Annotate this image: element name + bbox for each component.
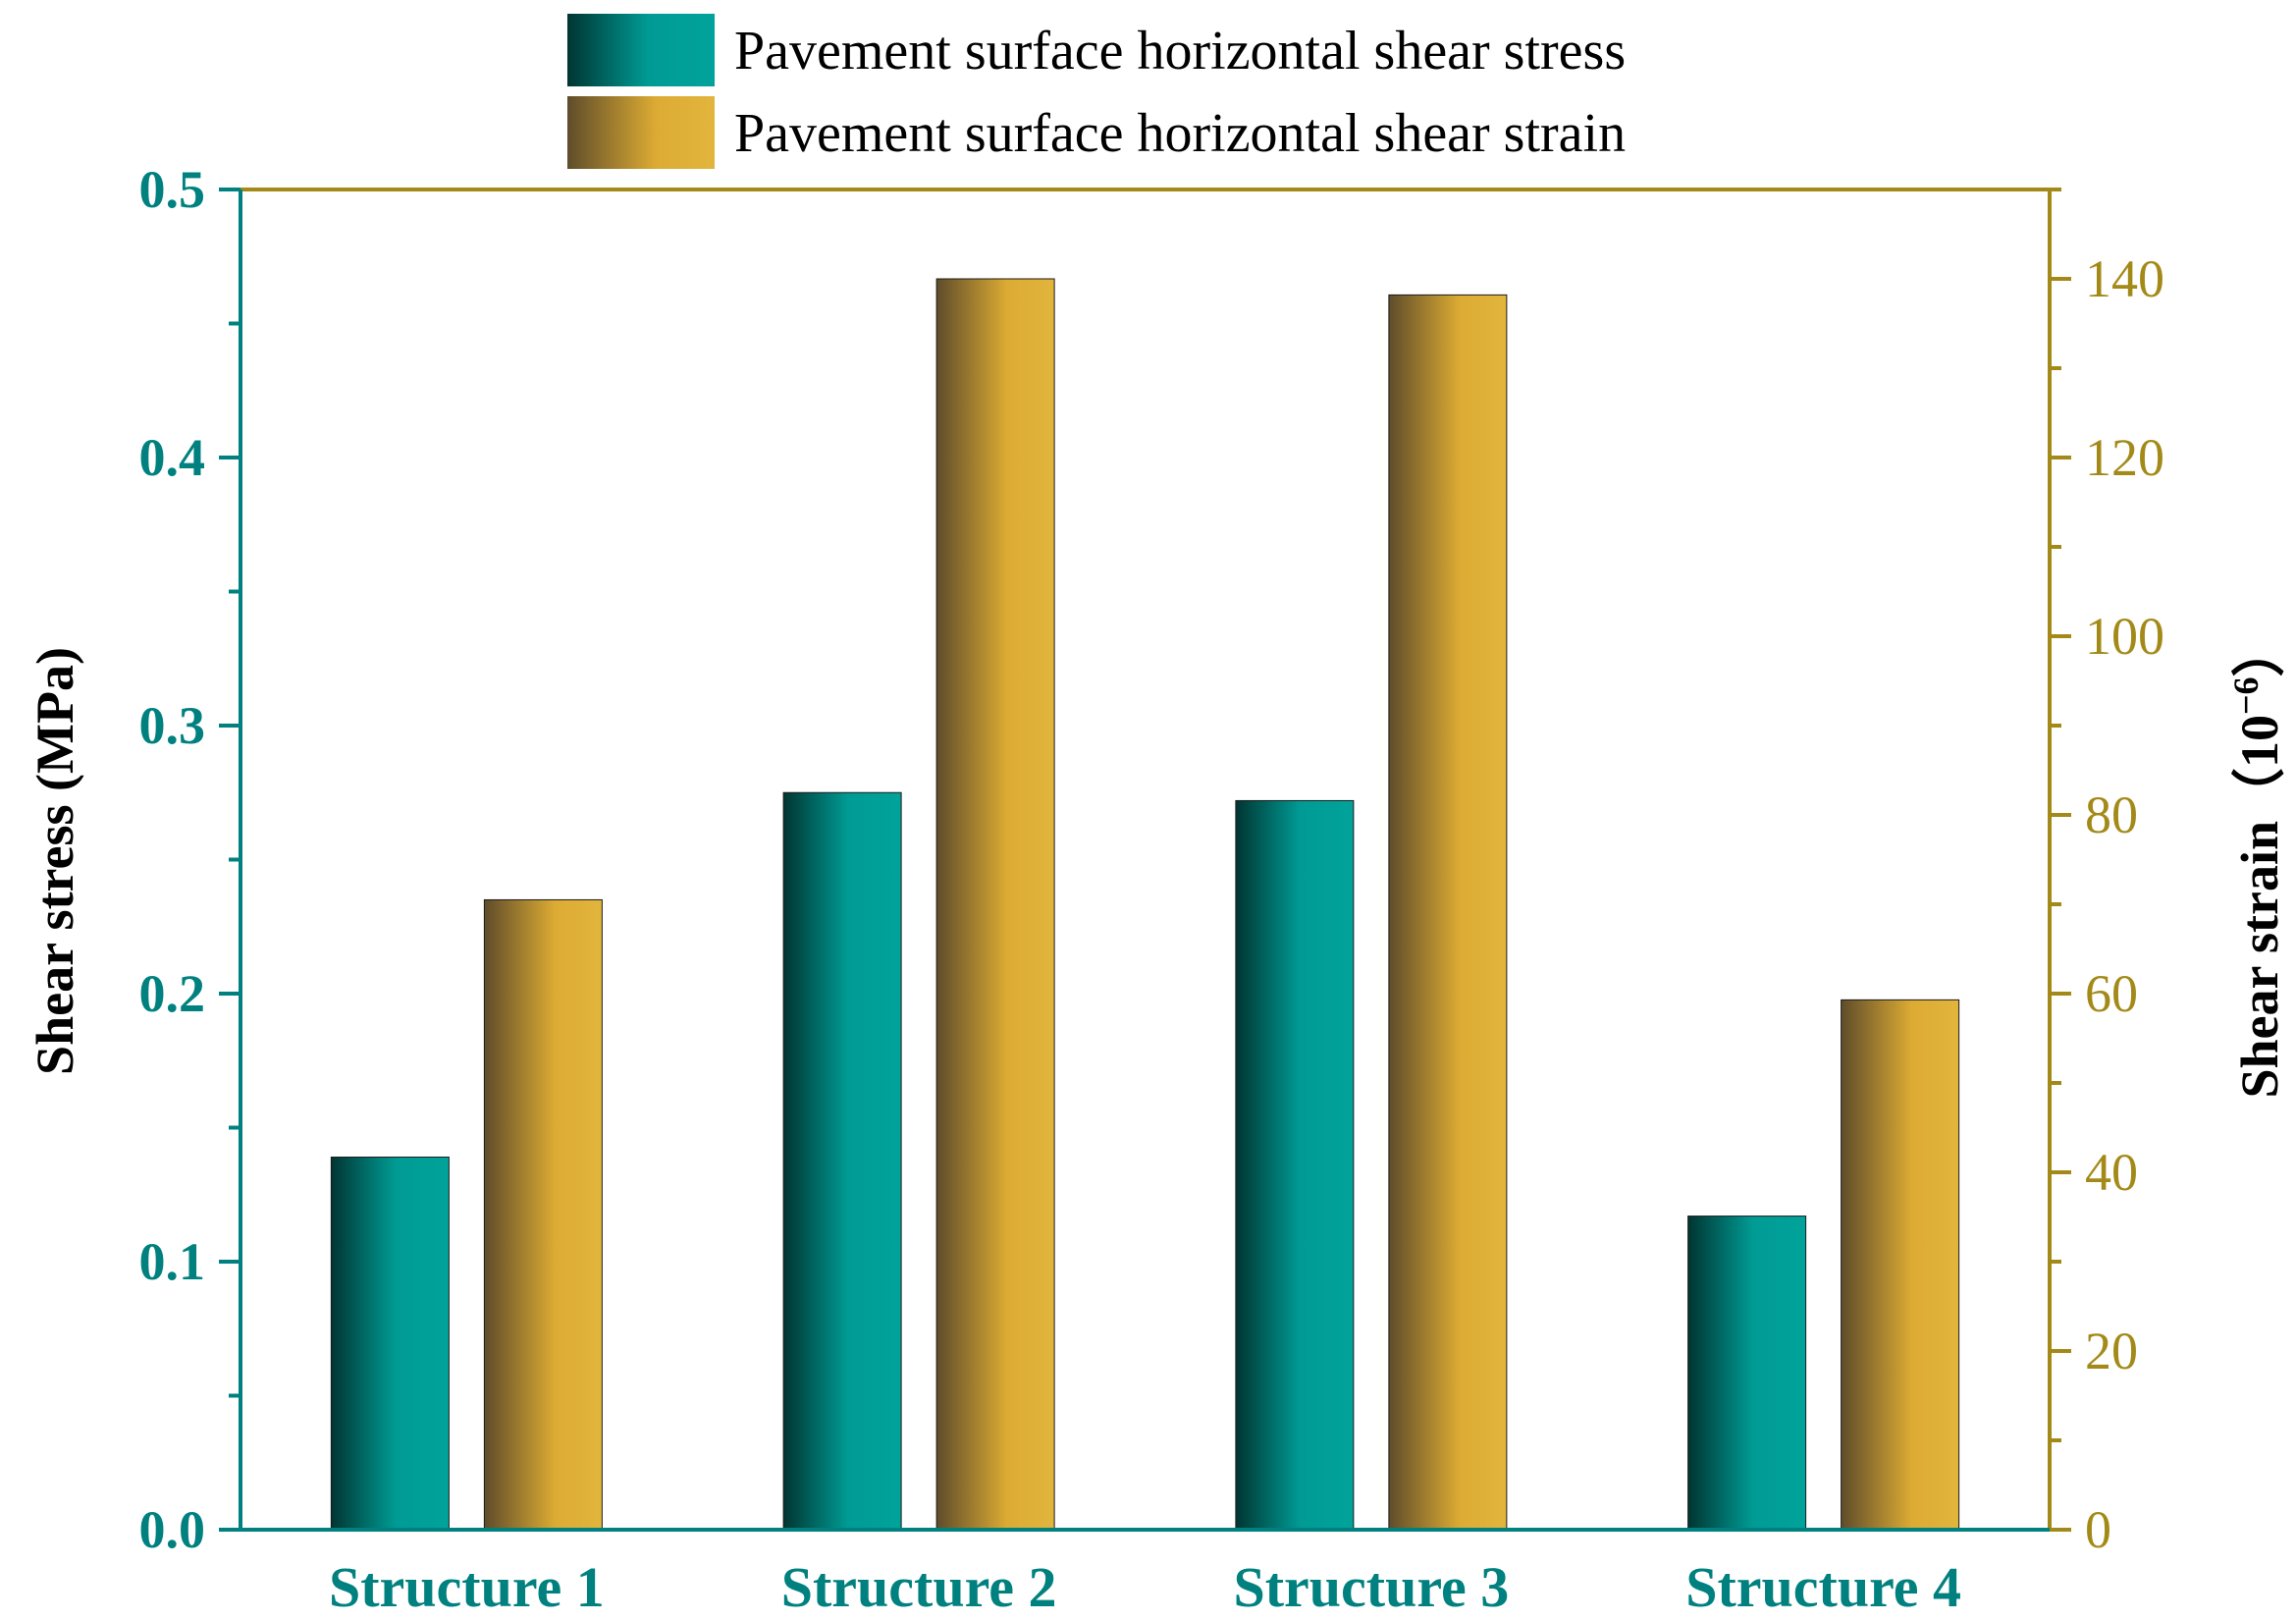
strain-bar-4 xyxy=(1841,999,1960,1531)
left-tick-label: 0.2 xyxy=(139,964,206,1023)
right-tick-label: 40 xyxy=(2085,1143,2138,1202)
right-tick-label: 80 xyxy=(2085,785,2138,844)
left-tick-label: 0.5 xyxy=(139,160,206,219)
strain-bar-2 xyxy=(935,278,1055,1531)
right-tick-label: 0 xyxy=(2085,1500,2111,1559)
legend-label-stress: Pavement surface horizontal shear stress xyxy=(734,21,1626,81)
category-label-3: Structure 3 xyxy=(1233,1555,1509,1619)
category-label-1: Structure 1 xyxy=(329,1555,605,1619)
category-labels: Structure 1 Structure 2 Structure 3 Structu… xyxy=(329,1555,1961,1619)
legend-swatch-strain xyxy=(567,96,715,169)
strain-bar-1 xyxy=(483,898,603,1531)
stress-bar-3 xyxy=(1235,799,1355,1531)
right-axis-ticks: 0 20 40 60 80 100 120 140 xyxy=(2050,188,2164,1559)
bars xyxy=(330,278,1960,1531)
right-tick-label: 20 xyxy=(2085,1322,2138,1380)
strain-bar-3 xyxy=(1388,294,1508,1531)
legend-swatch-stress xyxy=(567,14,715,86)
legend-label-strain: Pavement surface horizontal shear strain xyxy=(734,103,1626,164)
right-axis-title-exponent: −6 xyxy=(2226,676,2266,715)
stress-bar-1 xyxy=(330,1157,450,1531)
right-tick-label: 100 xyxy=(2085,607,2164,666)
left-tick-label: 0.4 xyxy=(139,428,206,487)
category-label-4: Structure 4 xyxy=(1685,1555,1961,1619)
right-axis-title-main: Shear strain（10 xyxy=(2230,715,2289,1099)
right-tick-label: 140 xyxy=(2085,249,2164,308)
left-tick-label: 0.1 xyxy=(139,1232,206,1291)
right-axis-title-close: ） xyxy=(2230,623,2289,676)
category-label-2: Structure 2 xyxy=(781,1555,1057,1619)
right-tick-label: 120 xyxy=(2085,428,2164,487)
left-tick-label: 0.3 xyxy=(139,696,206,755)
plot-area: 0.0 0.1 0.2 0.3 0.4 0.5 0 20 40 60 80 100 120 140 St… xyxy=(139,160,2165,1619)
stress-bar-4 xyxy=(1687,1216,1807,1531)
left-tick-label: 0.0 xyxy=(139,1500,206,1559)
right-axis-title: Shear strain（10−6） xyxy=(2226,623,2289,1098)
legend: Pavement surface horizontal shear stress… xyxy=(567,14,1626,169)
left-axis-ticks: 0.0 0.1 0.2 0.3 0.4 0.5 xyxy=(139,160,240,1559)
left-axis-title: Shear stress (MPa) xyxy=(26,647,84,1075)
stress-bar-2 xyxy=(782,791,902,1531)
right-tick-label: 60 xyxy=(2085,964,2138,1023)
